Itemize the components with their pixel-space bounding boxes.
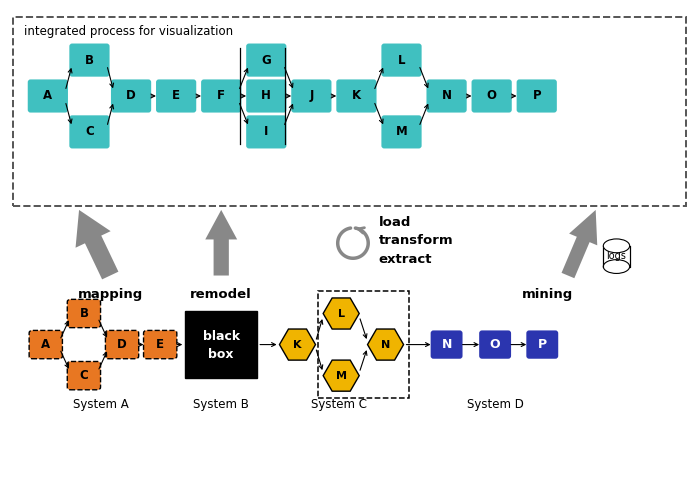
Text: P: P (533, 90, 541, 103)
Polygon shape (323, 360, 359, 391)
Text: transform: transform (379, 235, 453, 247)
Ellipse shape (603, 239, 630, 253)
Text: System C: System C (311, 398, 367, 411)
Text: integrated process for visualization: integrated process for visualization (24, 25, 233, 38)
FancyBboxPatch shape (106, 331, 138, 359)
FancyBboxPatch shape (517, 80, 557, 113)
FancyBboxPatch shape (382, 115, 421, 148)
Polygon shape (323, 298, 359, 329)
Text: B: B (80, 307, 88, 320)
Text: D: D (117, 338, 127, 351)
Text: A: A (43, 90, 52, 103)
FancyBboxPatch shape (291, 80, 331, 113)
Bar (185, 311, 257, 378)
Polygon shape (75, 210, 118, 280)
Polygon shape (368, 329, 403, 360)
FancyBboxPatch shape (201, 80, 241, 113)
FancyBboxPatch shape (143, 331, 177, 359)
Text: M: M (396, 125, 408, 138)
Bar (603, 246, 630, 267)
Text: N: N (442, 90, 452, 103)
FancyBboxPatch shape (246, 43, 287, 77)
FancyBboxPatch shape (426, 80, 467, 113)
Text: F: F (217, 90, 225, 103)
Text: D: D (127, 90, 136, 103)
FancyBboxPatch shape (480, 331, 511, 359)
Text: J: J (309, 90, 314, 103)
Text: N: N (441, 338, 452, 351)
Ellipse shape (603, 260, 630, 273)
Text: G: G (261, 54, 271, 67)
Text: K: K (352, 90, 361, 103)
FancyBboxPatch shape (69, 115, 110, 148)
FancyBboxPatch shape (67, 362, 101, 390)
FancyBboxPatch shape (67, 299, 101, 328)
Text: P: P (538, 338, 547, 351)
Text: E: E (156, 338, 164, 351)
Text: remodel: remodel (190, 288, 252, 301)
Text: System B: System B (194, 398, 249, 411)
Text: E: E (172, 90, 180, 103)
FancyBboxPatch shape (29, 331, 62, 359)
Text: System D: System D (467, 398, 524, 411)
Text: I: I (264, 125, 268, 138)
Text: box: box (208, 348, 234, 361)
FancyBboxPatch shape (246, 80, 287, 113)
FancyBboxPatch shape (246, 115, 287, 148)
Text: O: O (490, 338, 500, 351)
FancyBboxPatch shape (156, 80, 196, 113)
Text: C: C (80, 369, 88, 382)
Text: O: O (487, 90, 497, 103)
FancyBboxPatch shape (472, 80, 512, 113)
Text: load: load (379, 216, 411, 229)
FancyBboxPatch shape (382, 43, 421, 77)
Text: extract: extract (379, 253, 432, 266)
Text: mapping: mapping (78, 288, 143, 301)
Text: H: H (261, 90, 271, 103)
Text: K: K (294, 340, 302, 349)
Text: L: L (398, 54, 405, 67)
FancyBboxPatch shape (431, 331, 463, 359)
Polygon shape (280, 329, 315, 360)
Text: logs: logs (607, 251, 626, 261)
Text: B: B (85, 54, 94, 67)
FancyBboxPatch shape (336, 80, 377, 113)
Text: C: C (85, 125, 94, 138)
Text: mining: mining (521, 288, 572, 301)
FancyBboxPatch shape (69, 43, 110, 77)
Text: L: L (338, 308, 345, 319)
Text: black: black (203, 330, 240, 343)
FancyBboxPatch shape (28, 80, 68, 113)
Text: N: N (381, 340, 390, 349)
Text: A: A (41, 338, 50, 351)
Polygon shape (561, 210, 597, 278)
Polygon shape (206, 210, 237, 276)
FancyBboxPatch shape (111, 80, 151, 113)
Text: M: M (336, 371, 347, 381)
Text: System A: System A (73, 398, 129, 411)
FancyBboxPatch shape (526, 331, 559, 359)
